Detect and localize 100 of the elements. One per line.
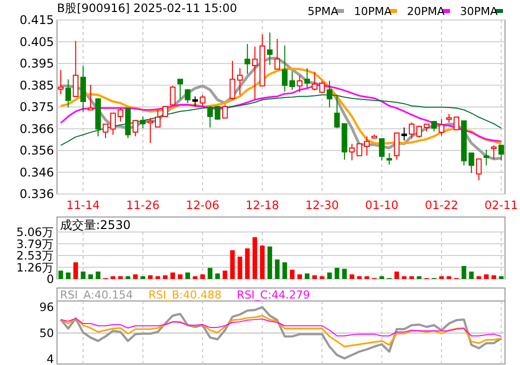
candlestick [401, 126, 408, 141]
x-tick-label: 02-11 [484, 198, 518, 212]
candlestick [319, 80, 325, 93]
candlestick [184, 88, 190, 104]
bar [282, 262, 288, 279]
bar [334, 268, 340, 279]
legend-label: 30PMA [460, 4, 498, 18]
y-tick-label: 50 [39, 326, 54, 340]
bar [357, 276, 362, 279]
bar [476, 276, 482, 279]
legend-label: 10PMA [354, 4, 392, 18]
bar [140, 276, 146, 279]
bar [80, 272, 86, 279]
bar [133, 274, 138, 279]
y-tick-label: 3.79万 [16, 236, 54, 251]
legend-label: 5PMA [308, 4, 339, 18]
y-tick-label: 4 [46, 352, 54, 365]
bar [245, 248, 250, 279]
y-tick-label: 0.385 [20, 78, 54, 92]
bar [327, 272, 332, 279]
candlestick [378, 138, 385, 161]
bar [290, 270, 295, 279]
bar [66, 272, 71, 279]
y-tick-label: 0 [46, 272, 54, 286]
bar [350, 274, 354, 279]
y-tick-label: 2.53万 [16, 248, 54, 263]
bar [491, 275, 496, 279]
bar [462, 266, 466, 279]
bar [416, 276, 422, 279]
y-tick-label: 5.06万 [16, 225, 54, 240]
x-tick-label: 11-14 [66, 198, 100, 212]
bar [155, 276, 160, 279]
candlestick [282, 45, 288, 92]
bar [222, 270, 228, 279]
bar [260, 246, 265, 279]
candlestick [394, 132, 400, 160]
bar [88, 274, 93, 279]
candlestick [484, 149, 490, 166]
candlestick [289, 71, 296, 90]
series-label: RSI_A:40.154 [60, 288, 133, 302]
bar [498, 276, 504, 279]
candlestick [349, 143, 355, 161]
y-tick-label: 0.405 [20, 34, 54, 49]
bar [178, 274, 183, 279]
bar [297, 274, 302, 279]
y-tick-label: 0.415 [20, 13, 54, 28]
y-tick-label: 0.346 [20, 165, 54, 180]
x-tick-label: 12-18 [246, 198, 280, 212]
bar [118, 276, 123, 279]
bar [126, 276, 130, 279]
bar [192, 276, 198, 279]
x-tick-label: 01-10 [365, 198, 399, 212]
candlestick [326, 80, 332, 108]
y-tick-label: 0.356 [20, 144, 54, 158]
candlestick [364, 136, 370, 156]
candlestick [222, 104, 228, 119]
candlestick [498, 144, 504, 161]
candlestick [154, 109, 161, 128]
candlestick [148, 118, 154, 144]
candlestick [72, 40, 78, 98]
candlestick [416, 125, 422, 138]
bar [364, 276, 370, 279]
candlestick [304, 68, 310, 88]
x-tick-label: 01-22 [424, 198, 458, 212]
series-label: RSI_B:40.488 [148, 288, 222, 302]
candlestick [140, 116, 146, 129]
candlestick [65, 78, 72, 108]
candlestick [170, 85, 176, 106]
candlestick [192, 96, 198, 106]
series-label: RSI_C:44.279 [236, 288, 310, 302]
bar [469, 272, 474, 279]
bar [402, 276, 407, 279]
candlestick [408, 122, 414, 140]
bar [342, 268, 347, 279]
y-tick-label: 0.336 [20, 187, 54, 202]
candlestick [312, 72, 318, 91]
bar [215, 273, 220, 279]
candlestick [356, 142, 362, 156]
bar [170, 272, 176, 279]
bar [252, 237, 258, 279]
line-series [60, 314, 502, 348]
candlestick [386, 152, 392, 166]
bar [185, 272, 190, 279]
candlestick [244, 44, 250, 75]
bar [267, 246, 272, 279]
chart-title: B股[900916] 2025-02-11 15:00 [57, 1, 238, 15]
candlestick [88, 84, 94, 111]
x-tick-label: 12-06 [186, 198, 220, 212]
x-tick-label: 11-26 [126, 198, 160, 212]
candlestick [438, 118, 444, 136]
bar [73, 262, 78, 279]
bar [409, 276, 414, 279]
bar [439, 276, 444, 279]
y-tick-label: 1.26万 [16, 260, 54, 274]
bar [304, 273, 310, 279]
bar [208, 268, 212, 279]
y-tick-label: 0.375 [20, 100, 54, 114]
candlestick [200, 94, 206, 106]
bar [230, 250, 235, 279]
bar [312, 275, 317, 279]
